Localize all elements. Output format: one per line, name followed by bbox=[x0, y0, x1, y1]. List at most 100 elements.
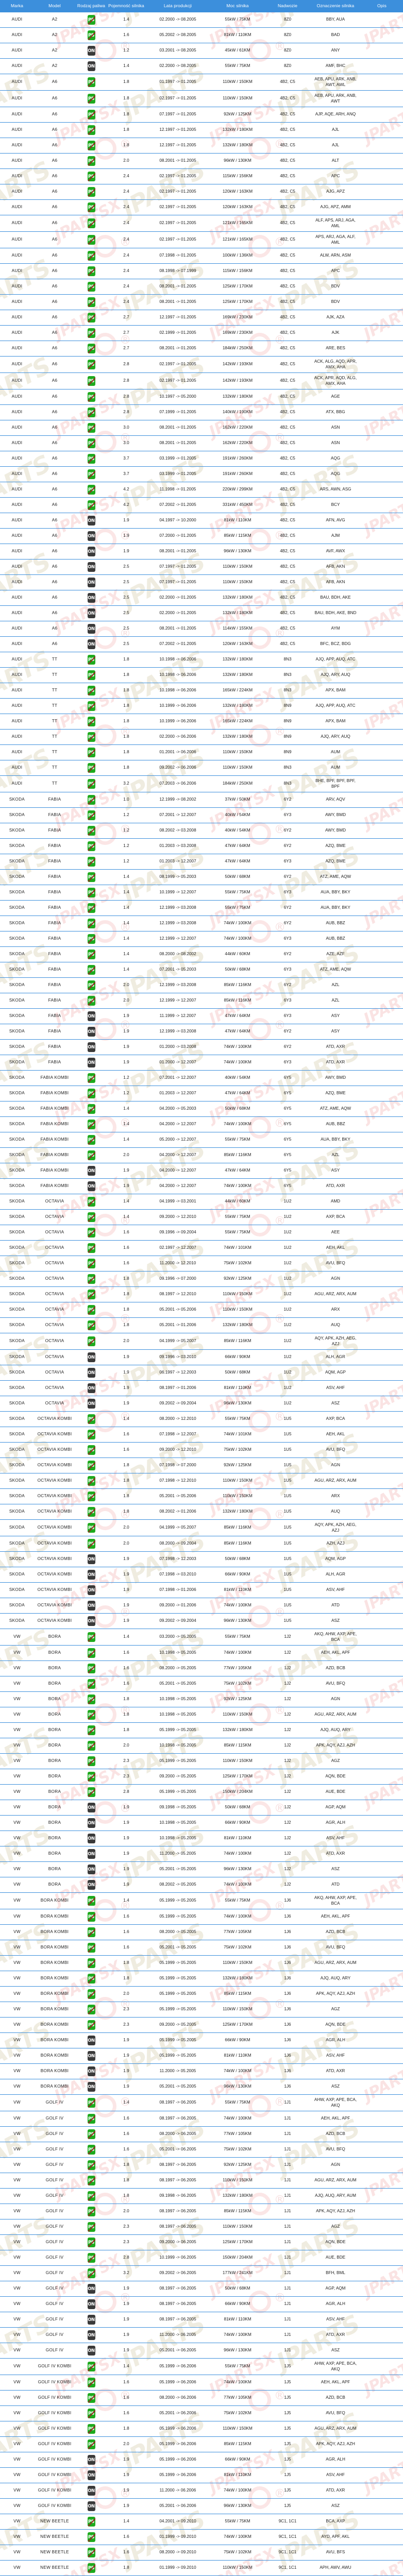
table-row[interactable]: SKODA OCTAVIA KOMBI ON 1.9 09.2002 -> 09.200… bbox=[0, 1613, 403, 1629]
column-header-nadwozie[interactable]: Nadwozie bbox=[265, 0, 310, 12]
table-row[interactable]: SKODA OCTAVIA KOMBI ON 1.9 09.2000 -> 01.200… bbox=[0, 1598, 403, 1614]
table-row[interactable]: SKODAOCTAVIAPB1.611.2000 -> 12.201075kW … bbox=[0, 1256, 403, 1272]
table-row[interactable]: AUDI A2 ON 1.2 03.2001 -> 08.2005 45kW / 61KM… bbox=[0, 43, 403, 59]
table-row[interactable]: SKODAOCTAVIAPB1.809.1996 -> 07.200092kW … bbox=[0, 1271, 403, 1287]
table-row[interactable]: SKODAOCTAVIAPB1.409.2000 -> 12.201055kW … bbox=[0, 1209, 403, 1225]
table-row[interactable]: AUDI A6 ON 2.5 08.2001 -> 01.2005 114kW / 155… bbox=[0, 621, 403, 637]
table-row[interactable]: SKODAOCTAVIAPB1.404.1999 -> 03.200144kW … bbox=[0, 1194, 403, 1210]
table-row[interactable]: SKODA OCTAVIA ON 1.9 09.1996 -> 03.2010 66kW … bbox=[0, 1349, 403, 1365]
table-row[interactable]: SKODA OCTAVIA ON 1.9 09.2002 -> 09.2004 96kW … bbox=[0, 1396, 403, 1412]
table-row[interactable]: VW BORA ON 1.9 05.2001 -> 05.2005 96kW / 130K… bbox=[0, 1861, 403, 1877]
table-row[interactable]: AUDI A6 ON 2.5 02.2000 -> 01.2005 132kW / 180… bbox=[0, 590, 403, 606]
column-header-model[interactable]: Model bbox=[34, 0, 75, 12]
table-row[interactable]: AUDI A6 ON 1.9 08.2001 -> 01.2005 96kW / 130K… bbox=[0, 544, 403, 560]
table-row[interactable]: SKODA OCTAVIA KOMBI ON 1.9 07.1998 -> 12.200… bbox=[0, 1551, 403, 1567]
table-row[interactable]: AUDI A6 ON 1.9 07.2000 -> 01.2005 85kW / 115K… bbox=[0, 528, 403, 544]
table-row[interactable]: VW GOLF IV ON 1.9 08.1997 -> 06.2005 50kW / 6… bbox=[0, 2281, 403, 2297]
table-row[interactable]: SKODA OCTAVIA ON 1.9 08.1997 -> 01.2006 81kW … bbox=[0, 1380, 403, 1396]
column-header-opis[interactable]: Opis bbox=[361, 0, 403, 12]
table-row[interactable]: SKODA FABIA KOMBI ON 1.9 04.2000 -> 12.2007 7… bbox=[0, 1178, 403, 1194]
table-row[interactable]: SKODAOCTAVIAPB1.602.1997 -> 12.200774kW … bbox=[0, 1240, 403, 1256]
table-row[interactable]: SKODA FABIA ON 1.9 12.1999 -> 03.2008 47kW / … bbox=[0, 1024, 403, 1040]
table-row[interactable]: SKODA FABIA KOMBI ON 1.9 04.2000 -> 12.2007 4… bbox=[0, 1163, 403, 1179]
table-row[interactable]: AUDI A6 ON 1.9 04.1997 -> 10.2000 81kW / 110K… bbox=[0, 513, 403, 529]
table-row[interactable]: VW BORA KOMBI ON 1.9 05.1999 -> 05.2005 81kW … bbox=[0, 2048, 403, 2064]
table-row[interactable]: SKODAOCTAVIAPB1.609.1996 -> 09.200455kW … bbox=[0, 1225, 403, 1241]
table-row[interactable]: VW BORA ON 1.9 10.1998 -> 05.2005 81kW / 110K… bbox=[0, 1831, 403, 1846]
table-row[interactable]: SKODAOCTAVIAPB1.808.1997 -> 12.2010110kW… bbox=[0, 1286, 403, 1302]
table-row[interactable]: VW GOLF IV ON 1.9 08.1997 -> 06.2005 81kW / 1… bbox=[0, 2312, 403, 2328]
table-row[interactable]: VW BORA ON 1.9 11.2000 -> 05.2005 74kW / 100K… bbox=[0, 1846, 403, 1862]
table-row[interactable]: SKODA FABIA ON 1.9 11.1999 -> 12.2007 47kW / … bbox=[0, 1008, 403, 1024]
table-row[interactable]: SKODA FABIA ON 1.9 01.2000 -> 12.2007 74kW / … bbox=[0, 1055, 403, 1071]
column-header-marka[interactable]: Marka bbox=[0, 0, 34, 12]
column-header-fuel[interactable]: Rodzaj paliwa bbox=[75, 0, 107, 12]
table-row[interactable]: VW BORA KOMBI ON 1.9 05.1999 -> 05.2005 66kW … bbox=[0, 2032, 403, 2048]
table-row[interactable]: AUDI A6 ON 2.5 02.2000 -> 01.2005 132kW / 180… bbox=[0, 605, 403, 621]
table-row[interactable]: SKODAOCTAVIAPB2.004.1999 -> 05.200785kW … bbox=[0, 1333, 403, 1350]
